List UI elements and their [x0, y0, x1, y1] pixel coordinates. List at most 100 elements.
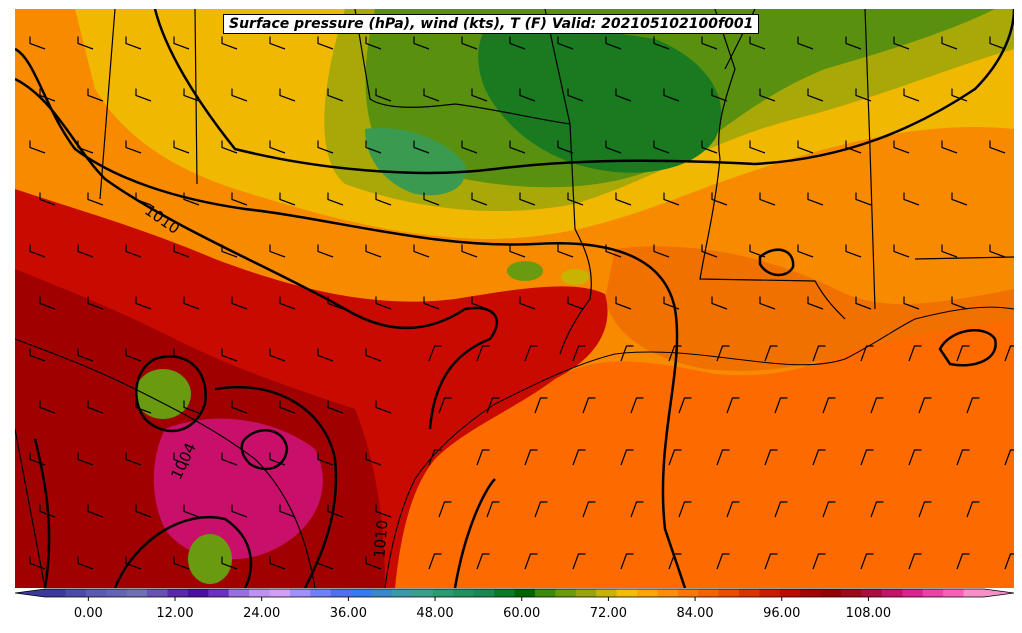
wind-barb	[461, 36, 478, 50]
colorbar-segment	[800, 589, 822, 597]
wind-barb	[438, 397, 452, 414]
wind-barb	[620, 449, 634, 466]
wind-barb	[620, 553, 634, 570]
wind-barb	[365, 556, 382, 570]
wind-barb	[774, 501, 788, 518]
colorbar-segment	[412, 589, 434, 597]
wind-barb	[941, 244, 958, 258]
colorbar-segment	[310, 589, 332, 597]
wind-barb	[125, 140, 142, 154]
wind-barb	[653, 36, 670, 50]
wind-barb	[428, 345, 442, 362]
wind-barb	[125, 452, 142, 466]
wind-barb	[423, 192, 440, 206]
wind-barb	[461, 244, 478, 258]
wind-barb	[413, 244, 430, 258]
colorbar-tick-label: 48.00	[416, 606, 454, 621]
wind-barb	[615, 88, 632, 102]
wind-barb	[989, 140, 1006, 154]
wind-barb	[231, 400, 248, 414]
field-darkgreen	[478, 27, 722, 173]
wind-barb	[29, 452, 46, 466]
wind-barb	[173, 244, 190, 258]
wind-barb	[764, 553, 778, 570]
wind-barb	[966, 397, 980, 414]
colorbar-segment	[698, 589, 720, 597]
map-title: Surface pressure (hPa), wind (kts), T (F…	[223, 14, 760, 34]
wind-barb	[620, 345, 634, 362]
colorbar-tick-label: 96.00	[763, 606, 801, 621]
wind-barb	[951, 88, 968, 102]
wind-barb	[39, 296, 56, 310]
wind-barb	[375, 192, 392, 206]
wind-barb	[29, 556, 46, 570]
wind-barb	[327, 296, 344, 310]
wind-barb	[77, 140, 94, 154]
wind-barb	[39, 192, 56, 206]
colorbar-segment	[126, 589, 148, 597]
wind-barb	[269, 452, 286, 466]
temperature-colorbar	[15, 588, 1014, 601]
wind-barb	[918, 501, 932, 518]
wind-barb	[807, 88, 824, 102]
wind-barb	[231, 88, 248, 102]
wind-barb	[855, 296, 872, 310]
wind-barb	[822, 397, 836, 414]
wind-barb	[221, 36, 238, 50]
wind-barb	[471, 192, 488, 206]
wind-barb	[183, 400, 200, 414]
wind-barb	[317, 140, 334, 154]
colorbar-segment	[147, 589, 168, 597]
wind-barb	[605, 36, 622, 50]
wind-barb	[678, 397, 692, 414]
wind-barb	[87, 296, 104, 310]
field-green-spot-3	[507, 261, 543, 281]
colorbar-segment	[902, 589, 924, 597]
colorbar-segment	[759, 589, 781, 597]
wind-barb	[941, 140, 958, 154]
wind-barb	[125, 556, 142, 570]
wind-barb	[231, 296, 248, 310]
wind-barb	[279, 400, 296, 414]
wind-barb	[678, 501, 692, 518]
colorbar-segment	[718, 589, 740, 597]
wind-barb	[135, 88, 152, 102]
wind-barb	[749, 244, 766, 258]
wind-barb	[317, 556, 334, 570]
wind-barb	[428, 449, 442, 466]
colorbar-segment	[473, 589, 495, 597]
wind-barb	[711, 192, 728, 206]
colorbar-segment	[392, 589, 413, 597]
wind-barb	[87, 88, 104, 102]
colorbar-segment	[106, 589, 128, 597]
wind-barb	[476, 553, 490, 570]
wind-barb	[39, 88, 56, 102]
wind-barbs	[29, 36, 1014, 570]
wind-barb	[951, 296, 968, 310]
wind-barb	[135, 192, 152, 206]
colorbar-segment	[616, 589, 638, 597]
wind-barb	[365, 36, 382, 50]
colorbar-tick-label: 12.00	[156, 606, 194, 621]
wind-barb	[908, 449, 922, 466]
wind-barb	[317, 452, 334, 466]
coastline	[384, 306, 1014, 588]
wind-barb	[701, 244, 718, 258]
wind-barb	[726, 501, 740, 518]
wind-barb	[279, 192, 296, 206]
colorbar-segment	[330, 589, 352, 597]
colorbar-tick-label: 24.00	[243, 606, 281, 621]
wind-barb	[365, 140, 382, 154]
wind-barb	[29, 348, 46, 362]
wind-barb	[524, 553, 538, 570]
field-teal	[365, 128, 466, 196]
wind-barb	[461, 140, 478, 154]
wind-barb	[183, 88, 200, 102]
wind-barb	[125, 348, 142, 362]
colorbar-extend-low	[15, 589, 45, 597]
wind-barb	[173, 36, 190, 50]
wind-barb	[1004, 345, 1014, 362]
wind-barb	[476, 345, 490, 362]
wind-barb	[327, 504, 344, 518]
colorbar-segment	[85, 589, 107, 597]
